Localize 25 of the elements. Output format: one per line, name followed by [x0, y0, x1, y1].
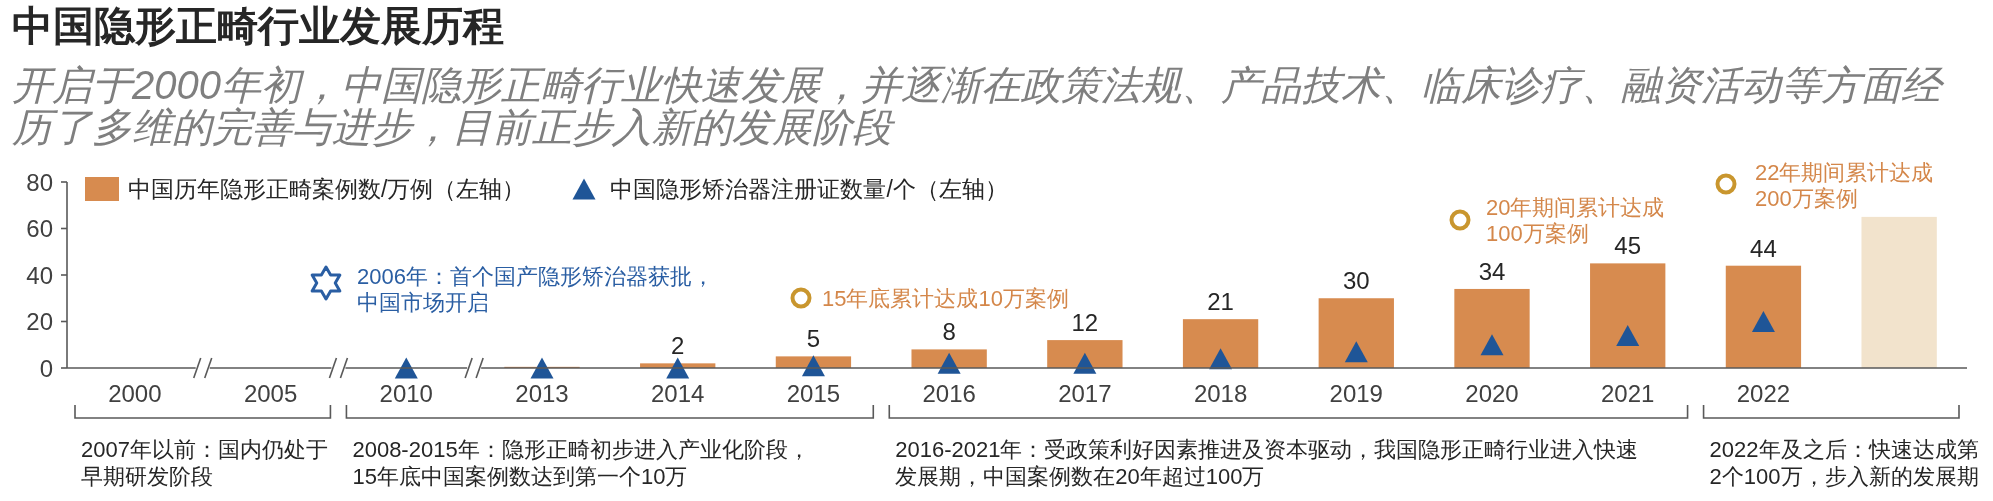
x-tick-label: 2000: [108, 379, 162, 407]
x-tick-label: 2017: [1058, 379, 1112, 407]
y-tick-label: 40: [26, 261, 53, 289]
text: 2008-2015年：隐形正畸初步进入产业化阶段，15年底中国案例数达到第一个10万: [352, 436, 811, 490]
x-tick-label: 2016: [922, 379, 976, 407]
text: 2007年以前：国内仍处于早期研发阶段: [81, 436, 329, 490]
y-tick-label: 0: [39, 354, 53, 382]
x-tick-label: 2022: [1736, 379, 1791, 407]
x-tick-label: 2014: [651, 379, 705, 407]
x-tick-label: 2010: [379, 379, 433, 407]
x-tick-label: 2021: [1601, 379, 1655, 407]
chart-subtitle: 开启于2000年初，中国隐形正畸行业快速发展，并逐渐在政策法规、产品技术、临床诊疗、融资活动等方面经历了多维的完善与进步，目前正步入新的发展阶段: [12, 63, 1945, 149]
y-tick-label: 20: [26, 308, 53, 335]
y-tick-label: 80: [26, 168, 53, 196]
text: 2016-2021年：受政策利好因素推进及资本驱动，我国隐形正畸行业进入快速发展期，中国案例数在20年超过100万: [895, 436, 1640, 490]
chart-title: 中国隐形正畸行业发展历程: [12, 3, 504, 49]
x-tick-label: 2020: [1465, 379, 1519, 407]
text: 2022年及之后：快速达成第2个100万，步入新的发展期: [1709, 436, 1980, 490]
x-tick-label: 2013: [515, 379, 569, 407]
x-tick-label: 2015: [786, 379, 841, 407]
x-tick-label: 2019: [1329, 379, 1383, 407]
y-tick-label: 60: [26, 215, 53, 242]
annotation: 22年期间累计达成200万案例: [1755, 160, 1935, 212]
x-tick-label: 2005: [243, 379, 298, 407]
x-tick-label: 2018: [1193, 379, 1248, 407]
